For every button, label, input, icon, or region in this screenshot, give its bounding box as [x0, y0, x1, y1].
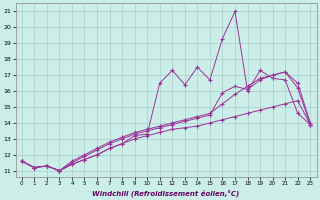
X-axis label: Windchill (Refroidissement éolien,°C): Windchill (Refroidissement éolien,°C) [92, 189, 240, 197]
